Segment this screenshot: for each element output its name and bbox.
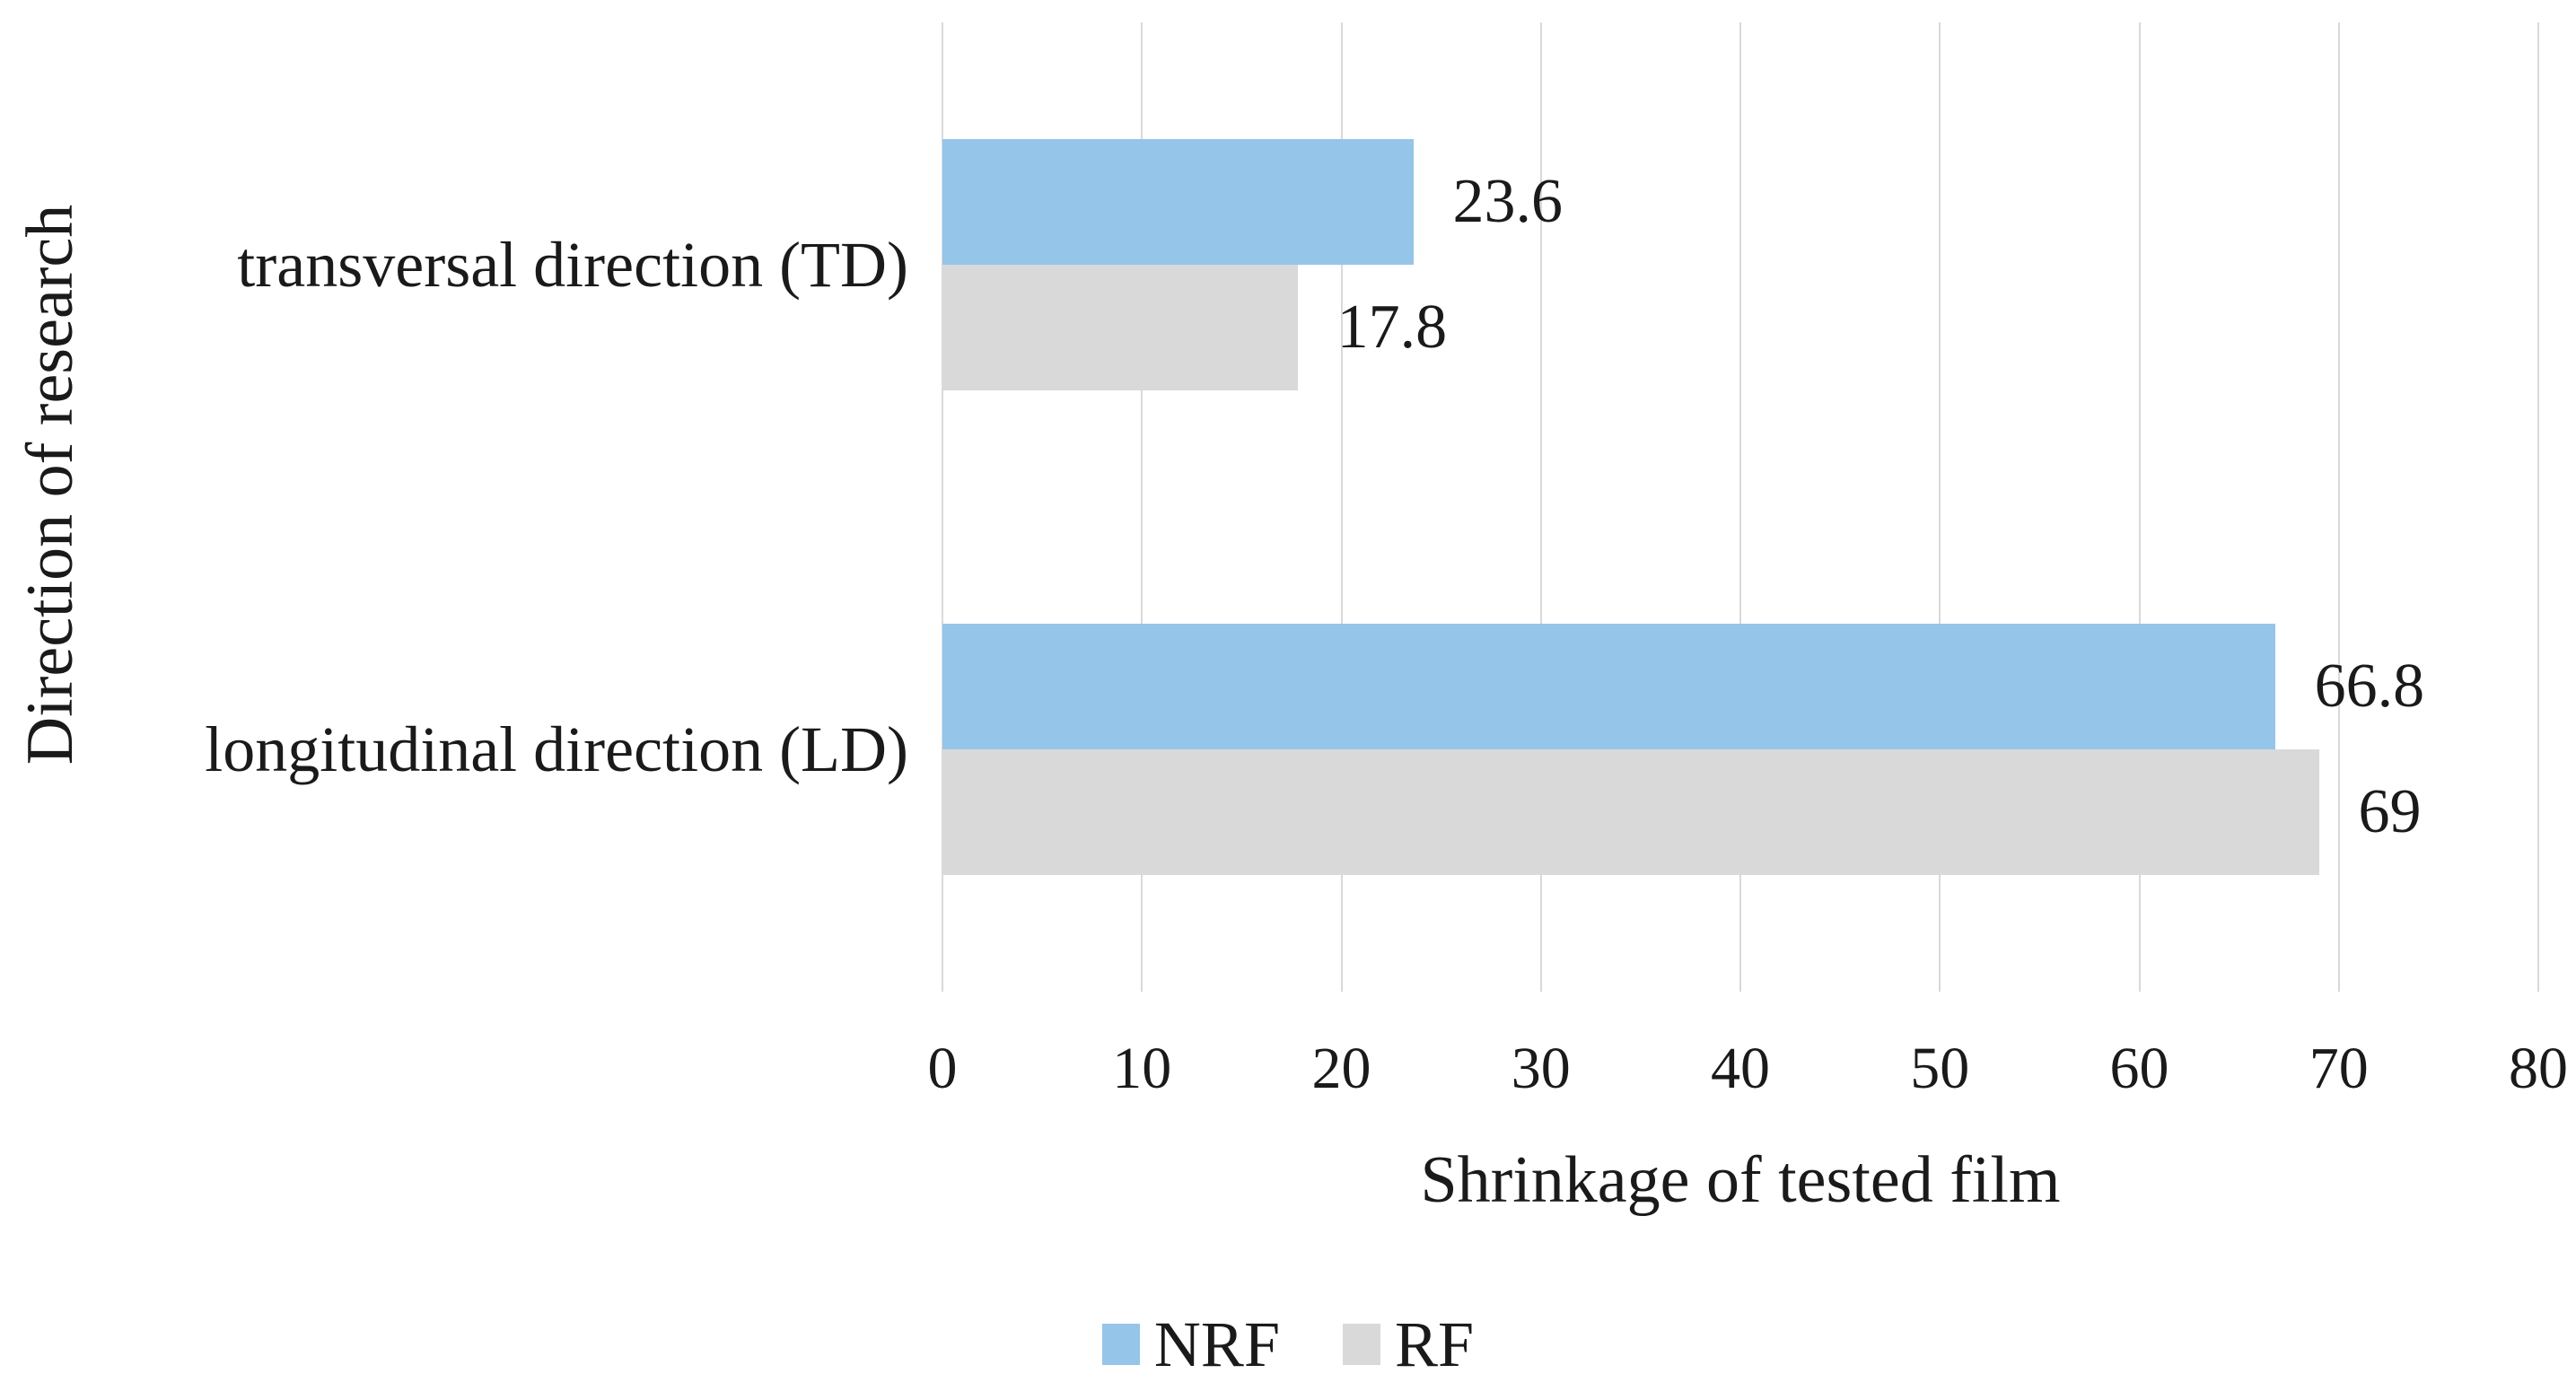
legend-swatch-nrf bbox=[1101, 1324, 1140, 1365]
legend-item-nrf: NRF bbox=[1101, 1308, 1280, 1380]
legend: NRF RF bbox=[0, 1312, 2576, 1377]
plot-area: 23.6 66.8 17.8 69 bbox=[942, 22, 2539, 992]
x-tick-label-20: 20 bbox=[1311, 1036, 1371, 1101]
category-label-0: transversal direction (TD) bbox=[237, 229, 908, 301]
category-label-1: longitudinal direction (LD) bbox=[205, 713, 908, 785]
legend-item-rf: RF bbox=[1342, 1308, 1475, 1380]
x-tick-label-40: 40 bbox=[1711, 1036, 1770, 1101]
legend-swatch-rf bbox=[1342, 1324, 1380, 1365]
legend-label-nrf: NRF bbox=[1153, 1308, 1280, 1380]
gridline bbox=[1739, 22, 1741, 992]
gridline bbox=[2138, 22, 2141, 992]
gridline bbox=[1539, 22, 1542, 992]
gridline bbox=[1939, 22, 1941, 992]
x-tick-label-0: 0 bbox=[927, 1036, 958, 1101]
bar-rf-cat1 bbox=[942, 749, 2319, 875]
x-tick-label-50: 50 bbox=[1910, 1036, 1970, 1101]
x-tick-label-30: 30 bbox=[1511, 1036, 1571, 1101]
bar-rf-cat0 bbox=[942, 265, 1298, 390]
gridline bbox=[942, 22, 943, 992]
x-tick-label-70: 70 bbox=[2309, 1036, 2369, 1101]
gridline bbox=[2537, 22, 2539, 992]
data-label-rf-cat0: 17.8 bbox=[1336, 293, 1448, 362]
bar-nrf-cat1 bbox=[942, 624, 2275, 749]
x-tick-label-10: 10 bbox=[1112, 1036, 1172, 1101]
legend-label-rf: RF bbox=[1394, 1308, 1475, 1380]
x-tick-label-60: 60 bbox=[2109, 1036, 2169, 1101]
x-tick-label-80: 80 bbox=[2509, 1036, 2568, 1101]
bar-nrf-cat0 bbox=[942, 139, 1414, 265]
data-label-rf-cat1: 69 bbox=[2358, 777, 2422, 846]
x-axis-title: Shrinkage of tested film bbox=[1420, 1143, 2061, 1217]
gridline bbox=[1141, 22, 1143, 992]
data-label-nrf-cat1: 66.8 bbox=[2314, 652, 2425, 721]
data-label-nrf-cat0: 23.6 bbox=[1452, 167, 1564, 236]
gridline bbox=[2337, 22, 2340, 992]
gridline bbox=[1340, 22, 1343, 992]
